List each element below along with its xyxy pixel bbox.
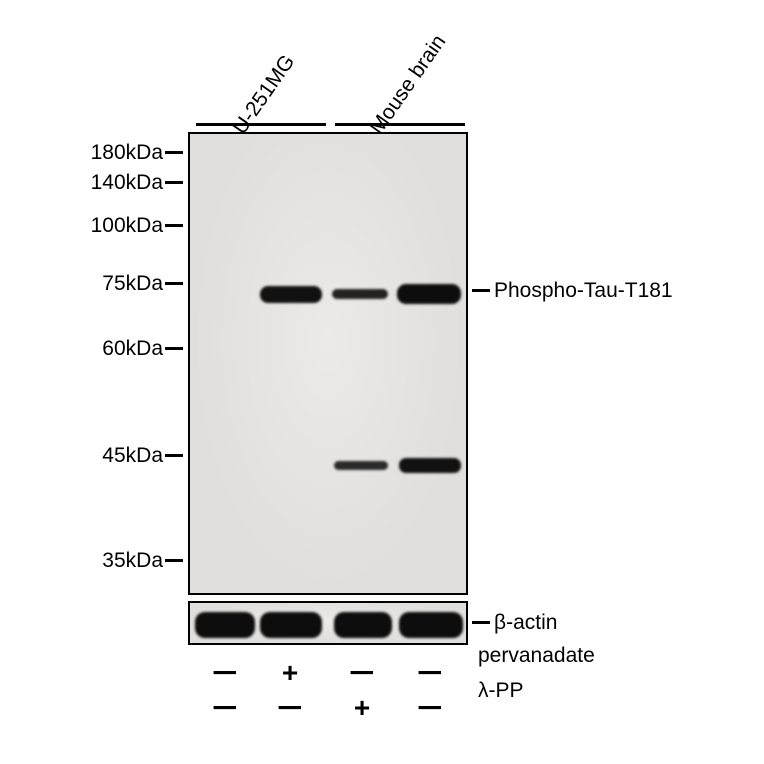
mw-tick — [165, 151, 183, 154]
treatment-symbol: − — [242, 694, 338, 722]
mw-label: 180kDa — [91, 141, 163, 165]
blot-band — [397, 284, 461, 304]
treatment-symbol: − — [382, 659, 478, 687]
treatment-symbol: − — [177, 659, 273, 687]
mw-label: 60kDa — [102, 337, 163, 361]
blot-band — [260, 286, 322, 303]
blot-band — [332, 289, 388, 299]
blot-band — [260, 612, 322, 638]
blot-band — [399, 458, 461, 473]
mw-tick — [165, 347, 183, 350]
mw-label: 140kDa — [91, 171, 163, 195]
sample-underline — [335, 123, 465, 126]
treatment-symbol: − — [382, 694, 478, 722]
main-blot-background — [190, 134, 466, 593]
treatment-row-label: λ-PP — [478, 679, 524, 703]
mw-tick — [165, 181, 183, 184]
right-tick — [472, 289, 490, 292]
mw-tick — [165, 282, 183, 285]
mw-label: 100kDa — [91, 214, 163, 238]
actin-blot-frame — [188, 601, 468, 645]
right-tick — [472, 621, 490, 624]
mw-tick — [165, 559, 183, 562]
main-blot-frame — [188, 132, 468, 595]
blot-band — [334, 612, 392, 638]
blot-band — [195, 612, 255, 638]
mw-label: 35kDa — [102, 549, 163, 573]
treatment-symbol: + — [260, 659, 320, 687]
blot-band — [334, 461, 388, 470]
mw-label: 75kDa — [102, 272, 163, 296]
blot-band — [399, 612, 463, 638]
western-blot-figure: 180kDa140kDa100kDa75kDa60kDa45kDa35kDa U… — [0, 0, 764, 764]
sample-underline — [196, 123, 326, 126]
treatment-row-label: pervanadate — [478, 644, 595, 668]
mw-tick — [165, 224, 183, 227]
mw-tick — [165, 454, 183, 457]
right-annotation-label: Phospho-Tau-T181 — [494, 279, 673, 303]
right-annotation-label: β-actin — [494, 611, 557, 635]
mw-label: 45kDa — [102, 444, 163, 468]
